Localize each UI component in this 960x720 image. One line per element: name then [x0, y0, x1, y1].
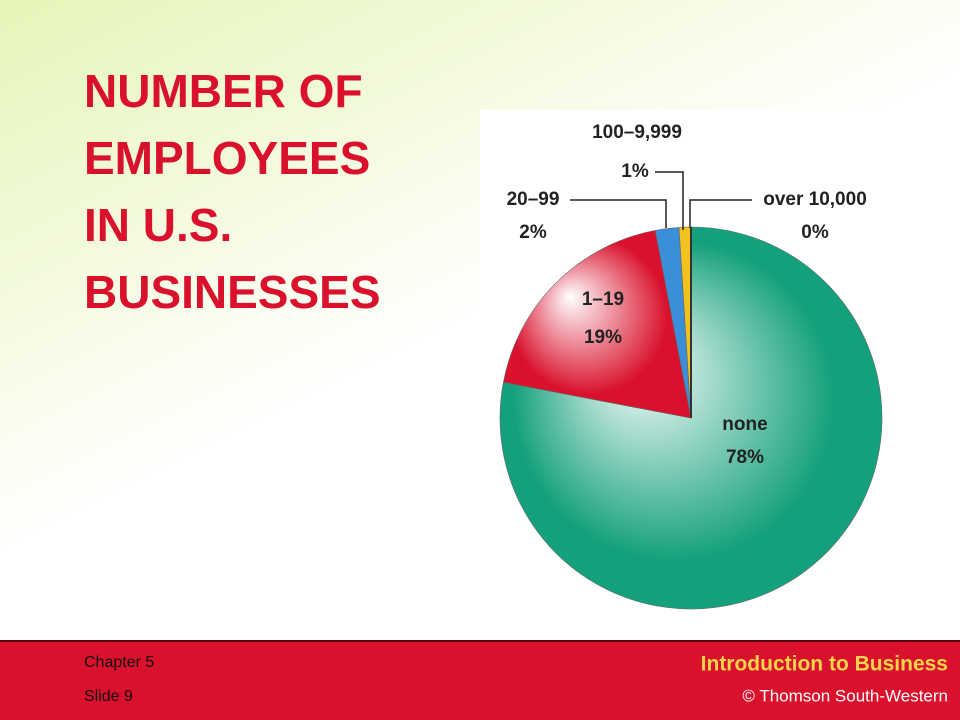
- leader-line: [570, 199, 667, 228]
- title-line: NUMBER OF: [84, 65, 363, 117]
- copyright: © Thomson South-Western: [742, 686, 948, 705]
- pie-slice: [499, 226, 883, 610]
- title-line: EMPLOYEES: [84, 132, 370, 184]
- slice-value-label: 78%: [726, 447, 764, 468]
- chapter: Chapter 5: [84, 654, 154, 671]
- title-line: BUSINESSES: [84, 266, 381, 318]
- slice-label: 100–9,999: [592, 122, 682, 143]
- title: NUMBER OF EMPLOYEES IN U.S. BUSINESSES: [84, 65, 381, 318]
- slice-label: over 10,000: [763, 189, 867, 210]
- slice-label: 20–99: [507, 189, 560, 210]
- slice-label: 1–19: [582, 289, 624, 310]
- leader-line: [655, 171, 684, 230]
- slice-value-label: 19%: [584, 327, 622, 348]
- leader-line: [689, 199, 752, 228]
- slide-number: Slide 9: [84, 688, 133, 705]
- slice-value-label: 2%: [519, 222, 547, 243]
- pie: [499, 226, 883, 610]
- course: Introduction to Business: [701, 653, 948, 676]
- pie-slice: [503, 230, 692, 419]
- slice-value-label: 1%: [621, 161, 649, 182]
- slice-value-label: 0%: [801, 222, 829, 243]
- footer-band: [0, 640, 960, 720]
- slice-label: none: [722, 414, 767, 435]
- title-line: IN U.S.: [84, 199, 232, 251]
